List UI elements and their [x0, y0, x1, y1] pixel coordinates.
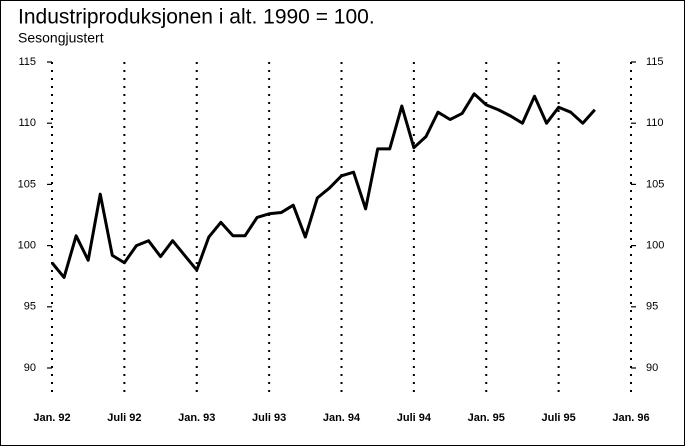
x-tick-label: Jan. 92 — [33, 412, 70, 424]
chart-title: Industriproduksjonen i alt. 1990 = 100. — [18, 6, 375, 29]
x-tick-label: Jan. 93 — [178, 412, 215, 424]
x-tick-label: Jan. 94 — [323, 412, 361, 424]
y2-tick-label: 110 — [646, 117, 664, 129]
x-tick-label: Juli 93 — [252, 412, 286, 424]
y-tick-label: 105 — [18, 178, 36, 190]
y2-tick-label: 100 — [646, 240, 664, 252]
x-tick-label: Juli 92 — [107, 412, 141, 424]
y-tick-label: 115 — [18, 56, 36, 68]
y-tick-label: 90 — [24, 362, 36, 374]
y-tick-label: 110 — [18, 117, 36, 129]
y2-tick-label: 95 — [646, 301, 658, 313]
x-tick-label: Jan. 95 — [468, 412, 505, 424]
chart-subtitle: Sesongjustert — [18, 30, 104, 46]
y-tick-label: 95 — [24, 301, 36, 313]
x-tick-label: Juli 94 — [397, 412, 432, 424]
y2-tick-label: 115 — [646, 56, 664, 68]
y2-tick-label: 105 — [646, 178, 664, 190]
y2-tick-label: 90 — [646, 362, 658, 374]
x-tick-label: Juli 95 — [542, 412, 576, 424]
x-tick-label: Jan. 96 — [612, 412, 649, 424]
data-line — [50, 92, 596, 279]
y-tick-label: 100 — [18, 240, 36, 252]
